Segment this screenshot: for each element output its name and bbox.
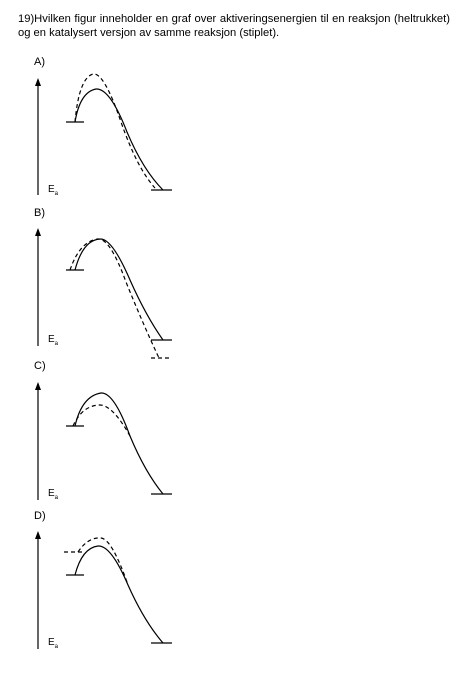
option-d-label: D): [34, 510, 46, 522]
catalyzed-curve: [72, 404, 131, 437]
option-b-graph: [35, 228, 172, 359]
option-d-axis-label: Ea: [48, 637, 59, 650]
axis-arrowhead: [35, 228, 41, 236]
uncatalyzed-curve: [74, 238, 164, 341]
uncatalyzed-curve: [74, 392, 164, 495]
option-c-label: C): [34, 360, 46, 372]
option-c-axis-label: Ea: [48, 488, 59, 501]
option-a-label: A): [34, 56, 45, 68]
question-text: 19)Hvilken figur inneholder en graf over…: [18, 13, 450, 39]
option-b-label: B): [34, 207, 45, 219]
option-a-axis-label: Ea: [48, 184, 59, 197]
uncatalyzed-curve: [74, 545, 164, 644]
catalyzed-curve: [69, 238, 160, 359]
option-d-graph: [35, 531, 172, 649]
catalyzed-curve: [77, 537, 129, 586]
uncatalyzed-curve: [74, 88, 164, 191]
axis-arrowhead: [35, 382, 41, 390]
axis-arrowhead: [35, 78, 41, 86]
option-c-graph: [35, 382, 172, 500]
option-b-axis-label: Ea: [48, 334, 59, 347]
axis-arrowhead: [35, 531, 41, 539]
option-a-graph: [35, 73, 172, 195]
catalyzed-curve: [74, 73, 156, 189]
